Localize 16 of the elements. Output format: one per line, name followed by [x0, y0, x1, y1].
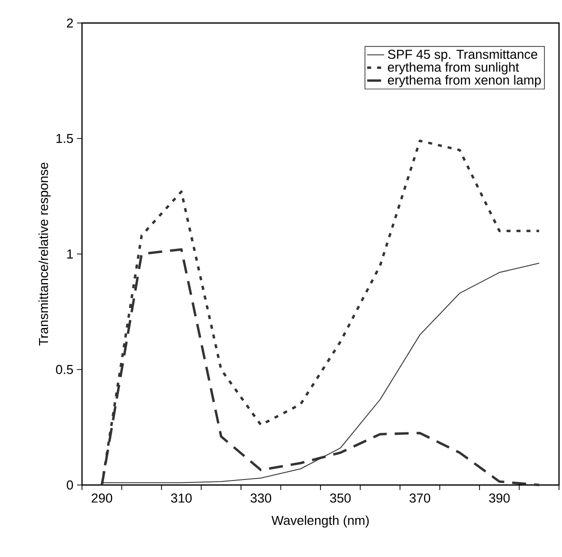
x-tick-label: 350	[330, 493, 351, 503]
x-tick-label: 290	[92, 493, 112, 503]
x-tick-label: 370	[410, 493, 430, 503]
x-tick-label: 330	[250, 493, 272, 503]
x-axis-title: Wavelength (nm)	[272, 515, 369, 528]
y-axis-title: Transmittance/relative response	[38, 162, 51, 346]
y-tick-label: 0.5	[56, 364, 73, 374]
y-tick-label: 2	[66, 18, 73, 28]
legend-label: SPF 45 sp. Transmittance	[388, 49, 538, 62]
y-tick-label: 1.5	[56, 134, 73, 144]
y-tick-label: 0	[66, 480, 73, 490]
y-tick-label: 1	[67, 250, 73, 258]
legend-label: erythema from xenon lamp	[388, 75, 541, 88]
legend-label: erythema from sunlight	[388, 62, 519, 74]
x-tick-label: 390	[489, 493, 510, 503]
x-tick-label: 310	[171, 493, 192, 503]
